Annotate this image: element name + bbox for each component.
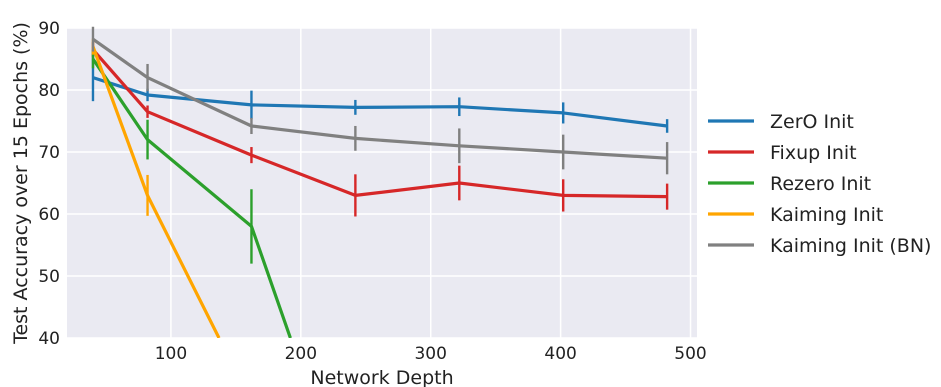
legend-label: Kaiming Init [770, 204, 883, 226]
x-axis-label: Network Depth [310, 367, 453, 387]
y-tick-label: 40 [38, 329, 60, 349]
series-group [91, 26, 669, 338]
plot-background [67, 28, 697, 338]
legend-label: Kaiming Init (BN) [770, 235, 931, 257]
y-tick-label: 90 [38, 19, 60, 39]
series-kaiming-init-bn [91, 26, 669, 175]
legend-label: ZerO Init [770, 111, 854, 133]
x-tick-label: 200 [285, 344, 317, 364]
y-tick-label: 60 [38, 205, 60, 225]
y-tick-label: 80 [38, 81, 60, 101]
legend-label: Rezero Init [770, 173, 871, 195]
tick-labels: 100 200 300 400 500 40 50 60 70 80 90 [38, 19, 706, 364]
legend-label: Fixup Init [770, 142, 857, 164]
x-tick-label: 400 [544, 344, 576, 364]
x-tick-label: 300 [414, 344, 446, 364]
y-tick-label: 50 [38, 267, 60, 287]
grid-lines [67, 27, 697, 339]
y-tick-label: 70 [38, 143, 60, 163]
x-tick-label: 500 [674, 344, 706, 364]
series-fixup-init [91, 42, 669, 217]
x-tick-label: 100 [155, 344, 187, 364]
y-axis-label: Test Accuracy over 15 Epochs (%) [10, 22, 32, 345]
series-line [91, 58, 292, 338]
legend: ZerO Init Fixup Init Rezero Init Kaiming In… [708, 111, 931, 257]
